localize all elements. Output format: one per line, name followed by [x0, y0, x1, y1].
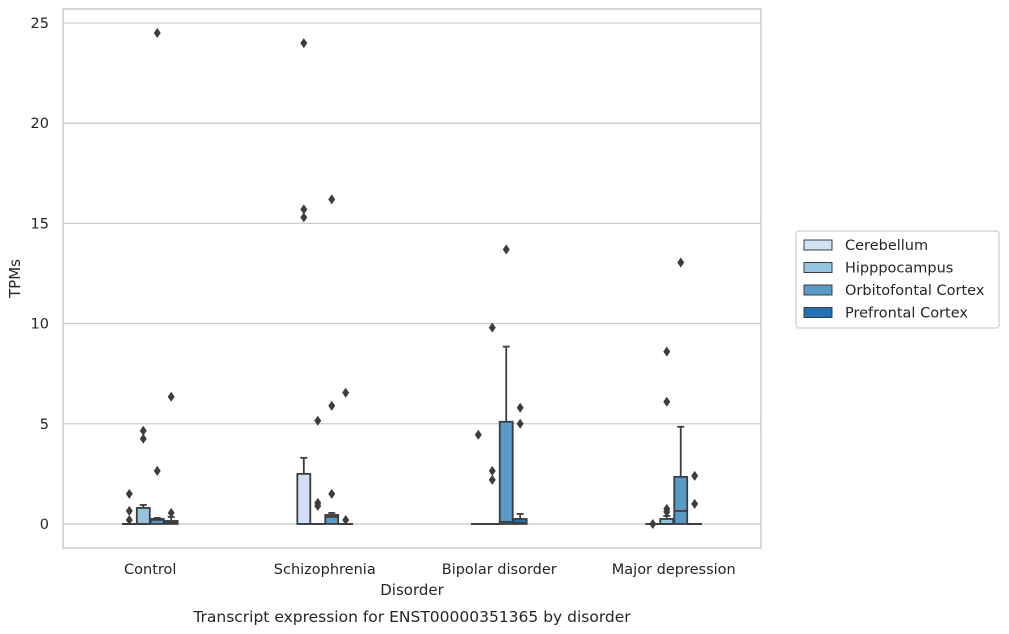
outlier-point-1	[488, 474, 496, 485]
legend-label-1: Hipppocampus	[845, 261, 953, 277]
box-1-3	[338, 387, 354, 525]
y-axis-label: TPMs	[6, 259, 24, 299]
outlier-point-0	[314, 415, 322, 426]
box-body	[296, 472, 312, 525]
box-3-2	[673, 257, 689, 525]
outlier-point-2	[300, 38, 308, 49]
y-tick-label-4: 20	[31, 116, 49, 132]
legend-swatch-3	[803, 307, 833, 318]
outlier-point-0	[516, 402, 524, 413]
legend-label-2: Orbitofontal Cortex	[845, 283, 985, 299]
x-axis-ticks: Control Schizophrenia Bipolar disorder Majo…	[124, 562, 736, 578]
box-body	[135, 507, 151, 525]
y-tick-label-2: 10	[31, 317, 49, 333]
legend-swatch-1	[803, 262, 833, 273]
outlier-point-0	[649, 518, 657, 529]
outlier-point-1	[663, 396, 671, 407]
legend-label-3: Prefrontal Cortex	[845, 306, 968, 322]
box-1-2	[324, 194, 340, 525]
y-tick-label-3: 15	[31, 216, 49, 232]
legend-swatch-2	[803, 284, 833, 296]
gridlines	[63, 22, 761, 525]
outlier-point-0	[167, 391, 175, 402]
outlier-point-0	[328, 194, 336, 205]
x-tick-label-0: Control	[124, 562, 176, 578]
x-tick-label-2: Bipolar disorder	[442, 562, 557, 578]
box-2-0	[470, 429, 486, 525]
legend-frame	[795, 230, 1000, 329]
box-body	[673, 475, 689, 525]
outlier-point-0	[474, 429, 482, 440]
y-tick-label-1: 5	[40, 417, 49, 433]
outlier-point-3	[663, 506, 671, 517]
outlier-point-0	[502, 244, 510, 255]
box-0-1	[135, 425, 151, 525]
outlier-point-1	[300, 212, 308, 223]
box-0-2	[149, 28, 165, 525]
box-0-0	[121, 488, 137, 525]
box-3-1	[659, 346, 675, 525]
y-tick-label-5: 25	[31, 16, 49, 32]
outlier-point-1	[125, 505, 133, 516]
box-2-3	[512, 402, 528, 525]
outlier-point-0	[677, 257, 685, 268]
outlier-point-1	[516, 418, 524, 429]
box-body	[324, 514, 340, 525]
outlier-point-2	[488, 322, 496, 333]
box-body	[498, 420, 514, 525]
outlier-point-1	[328, 400, 336, 411]
outlier-point-0	[488, 465, 496, 476]
outlier-point-2	[125, 514, 133, 525]
outlier-point-1	[691, 498, 699, 509]
box-1-1	[310, 415, 326, 525]
outlier-point-1	[167, 507, 175, 518]
x-tick-label-3: Major depression	[612, 562, 736, 578]
outlier-point-0	[691, 470, 699, 481]
legend-label-0: Cerebellum	[845, 238, 928, 254]
outlier-point-1	[139, 433, 147, 444]
legend-swatch-0	[803, 239, 833, 251]
plot-area-frame	[62, 8, 762, 549]
legend: Cerebellum Hipppocampus Orbitofontal Corte…	[795, 230, 1000, 329]
box-body	[149, 518, 165, 525]
outlier-point-0	[342, 387, 350, 398]
box-2-1	[484, 322, 500, 525]
outlier-point-0	[139, 425, 147, 436]
outlier-point-0	[125, 488, 133, 499]
box-3-3	[687, 470, 703, 525]
outlier-point-0	[663, 346, 671, 357]
outlier-point-0	[300, 204, 308, 215]
box-3-0	[645, 518, 661, 529]
y-axis-ticks: 0 5 10 15 20 25	[31, 16, 49, 533]
x-tick-label-1: Schizophrenia	[274, 562, 376, 578]
outlier-point-2	[314, 500, 322, 511]
y-tick-label-0: 0	[40, 517, 49, 533]
outlier-point-1	[342, 514, 350, 525]
box-0-3	[163, 391, 179, 525]
x-axis-label: Disorder	[380, 581, 444, 599]
box-plot-series	[121, 28, 703, 529]
box-2-2	[498, 244, 514, 525]
box-1-0	[296, 38, 312, 525]
chart-caption: Transcript expression for ENST0000035136…	[192, 608, 631, 626]
box-body	[512, 518, 528, 525]
outlier-point-0	[153, 28, 161, 39]
outlier-point-2	[328, 488, 336, 499]
outlier-point-1	[153, 465, 161, 476]
